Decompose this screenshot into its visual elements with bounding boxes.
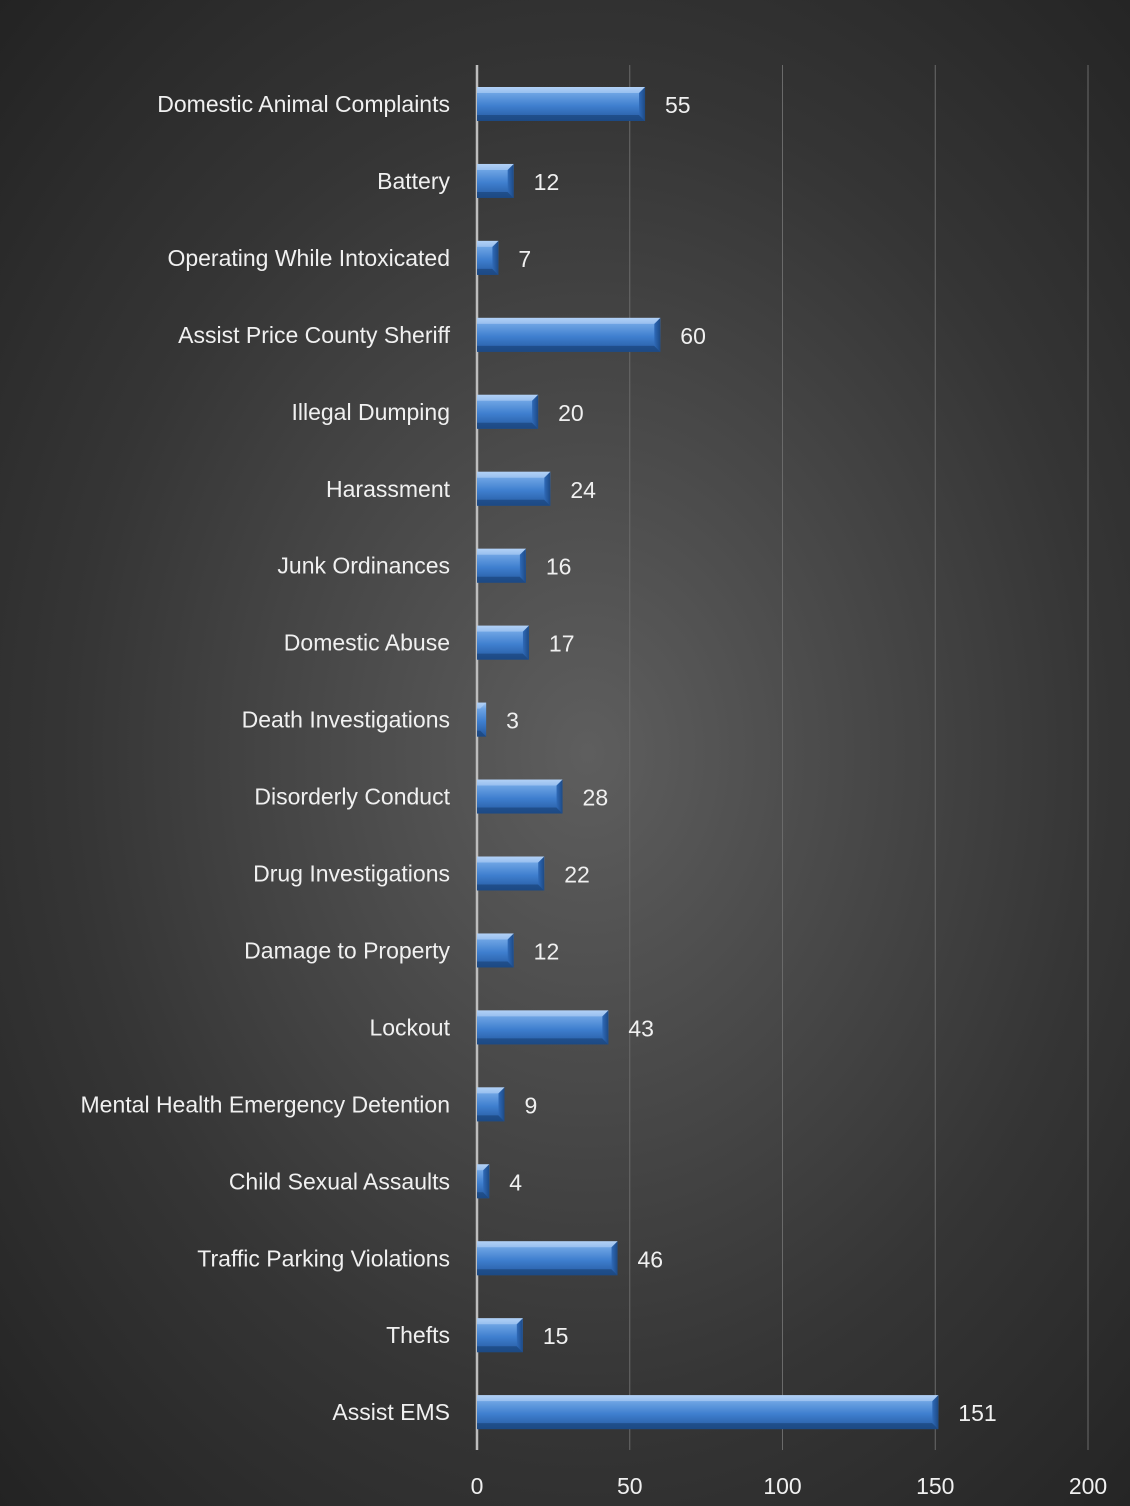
- x-tick-label: 0: [471, 1473, 484, 1499]
- category-label: Illegal Dumping: [291, 399, 450, 425]
- bar: [477, 87, 646, 121]
- bar: [477, 1164, 490, 1199]
- bar: [477, 548, 526, 583]
- bars: [477, 87, 939, 1430]
- bar: [477, 1241, 618, 1276]
- category-label: Domestic Animal Complaints: [157, 91, 450, 117]
- data-label: 7: [518, 246, 531, 272]
- category-label: Lockout: [369, 1014, 450, 1040]
- bar: [477, 317, 661, 352]
- category-label: Operating While Intoxicated: [167, 245, 450, 271]
- bar: [477, 856, 545, 891]
- category-label: Disorderly Conduct: [254, 784, 450, 810]
- data-label: 15: [543, 1323, 569, 1349]
- category-label: Domestic Abuse: [284, 630, 450, 656]
- bar: [477, 394, 539, 429]
- x-axis-tick-labels: 0 50 100 150 200: [471, 1473, 1108, 1499]
- gridlines: [475, 65, 1089, 1450]
- category-label: Battery: [377, 168, 450, 194]
- data-label: 20: [558, 400, 584, 426]
- data-labels: 55 12 7 60 20 24 16 17 3 28 22 12 43 9 4 46 15 151: [506, 92, 997, 1426]
- data-label: 43: [628, 1015, 654, 1041]
- bar: [477, 933, 514, 968]
- data-label: 12: [534, 169, 560, 195]
- category-label: Death Investigations: [242, 707, 450, 733]
- category-label: Assist Price County Sheriff: [178, 322, 450, 348]
- bar: [477, 625, 529, 660]
- data-label: 16: [546, 554, 572, 580]
- category-label: Traffic Parking Violations: [197, 1245, 450, 1271]
- bar: [477, 702, 487, 737]
- bar: [477, 1395, 939, 1430]
- data-label: 4: [509, 1169, 522, 1195]
- x-tick-label: 200: [1069, 1473, 1107, 1499]
- x-tick-label: 150: [916, 1473, 954, 1499]
- data-label: 55: [665, 92, 691, 118]
- category-label: Drug Investigations: [253, 861, 450, 887]
- data-label: 9: [524, 1092, 537, 1118]
- bar: [477, 240, 499, 275]
- data-label: 12: [534, 938, 560, 964]
- data-label: 60: [680, 323, 706, 349]
- bar: [477, 779, 563, 814]
- bar: [477, 163, 514, 198]
- x-tick-label: 50: [617, 1473, 643, 1499]
- category-label: Harassment: [326, 476, 451, 502]
- bar: [477, 471, 551, 506]
- category-label: Child Sexual Assaults: [229, 1168, 450, 1194]
- data-label: 22: [564, 862, 590, 888]
- data-label: 46: [638, 1246, 664, 1272]
- x-tick-label: 100: [763, 1473, 801, 1499]
- data-label: 151: [958, 1400, 996, 1426]
- category-label: Assist EMS: [332, 1399, 450, 1425]
- data-label: 24: [570, 477, 596, 503]
- data-label: 3: [506, 708, 519, 734]
- bar: [477, 1010, 609, 1045]
- data-label: 28: [583, 785, 609, 811]
- category-labels: Domestic Animal Complaints Battery Operati…: [81, 91, 451, 1425]
- data-label: 17: [549, 631, 575, 657]
- bar: [477, 1087, 505, 1122]
- category-label: Mental Health Emergency Detention: [81, 1091, 450, 1117]
- category-label: Thefts: [386, 1322, 450, 1348]
- category-label: Junk Ordinances: [277, 553, 450, 579]
- category-label: Damage to Property: [244, 937, 450, 963]
- bar: [477, 1318, 523, 1353]
